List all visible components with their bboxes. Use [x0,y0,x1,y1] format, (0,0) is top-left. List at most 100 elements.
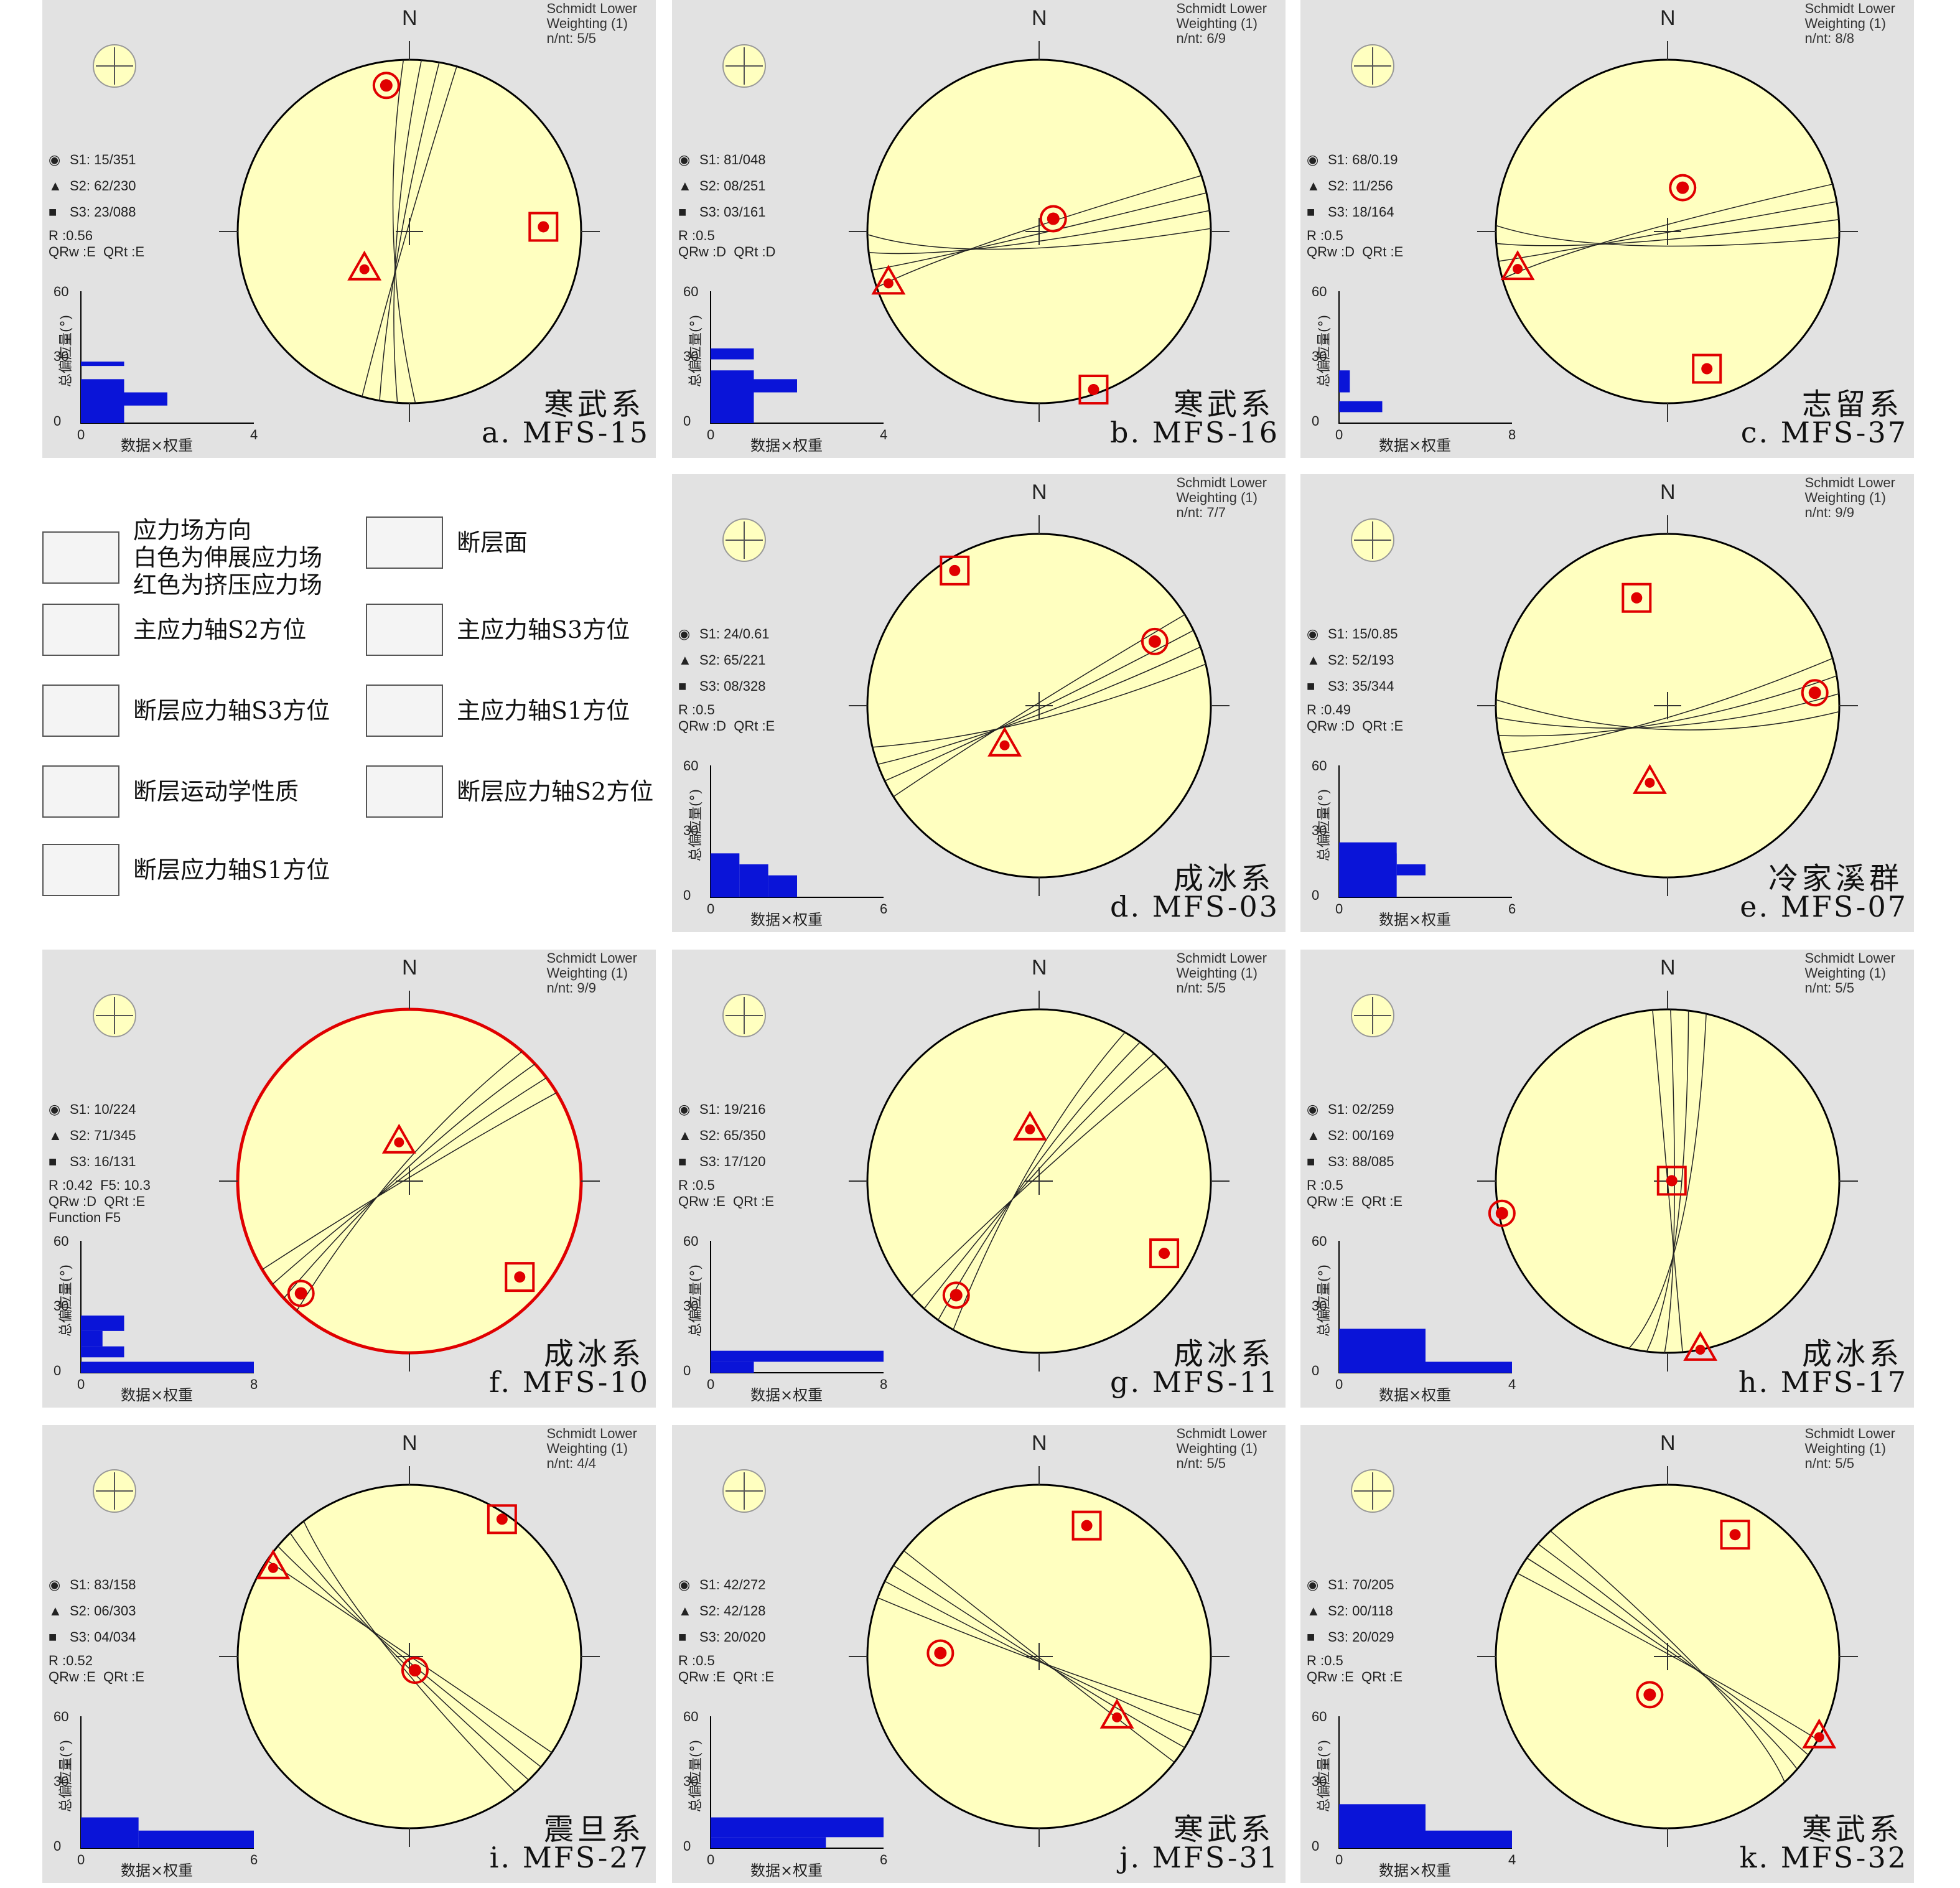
s1-axis-dot [1643,1688,1656,1701]
s3-axis-marker [1720,1520,1750,1550]
s2-symbol-icon: ▲ [678,1128,692,1143]
geologic-unit: 志留系 [1801,387,1903,422]
quality-ranks: QRw :E QRt :E [678,1669,775,1685]
s2-symbol-icon: ▲ [49,1603,62,1619]
s1-symbol-icon: ◉ [49,1577,61,1592]
s2-axis-marker [256,1549,291,1579]
fault-plane-icon [366,516,443,569]
stress-stats: ◉ S1: 15/0.85 ▲ S2: 52/193 ■ S3: 35/344 [1307,621,1398,699]
stereonet-plot [710,991,1230,1373]
stereonet-panel: Schmidt Lower Weighting (1) n/nt: 5/5 N ◉ S1:… [1300,950,1914,1408]
histogram-xlabel: 数据×权重 [1379,1862,1452,1879]
histogram-ytick: 60 [1312,284,1327,299]
quality-ranks: QRw :E QRt :E [49,1669,145,1685]
fault-plane-trace [296,1051,523,1311]
fault-plane-trace [1495,225,1839,247]
histogram-bar [81,1362,254,1373]
s1-value: S1: 68/0.19 [1328,152,1398,167]
s2-symbol-icon: ▲ [49,178,62,194]
histogram-ytick: 60 [683,1709,699,1724]
quality-ranks: QRw :D QRt :E [1307,244,1404,259]
histogram-xtick: 8 [1508,427,1516,442]
header-line: Schmidt Lower [1176,1,1267,16]
s3-value: S3: 04/034 [70,1629,136,1645]
fault-plane-trace [1652,1009,1683,1353]
s2-stat-row: ▲ S2: 00/118 [1307,1598,1394,1624]
stereonet-plot [80,1466,600,1849]
s1-symbol-icon: ◉ [49,1101,61,1117]
header-line: Weighting (1) [1176,16,1258,31]
histogram-ytick: 60 [683,1233,699,1249]
s1-value: S1: 83/158 [70,1577,136,1592]
s2-axis-dot [1814,1732,1824,1742]
stress-field-icon-cross [96,47,133,85]
stress-stats: ◉ S1: 19/216 ▲ S2: 65/350 ■ S3: 17/120 [678,1096,765,1175]
sample-count: n/nt: 5/5 [546,30,596,46]
s2-symbol-icon: ▲ [1307,1603,1320,1619]
histogram-xlabel: 数据×权重 [750,1386,823,1404]
ratio-quality: R :0.5 QRw :D QRt :E [678,702,775,734]
s2-stat-row: ▲ S2: 11/256 [1307,173,1398,199]
fault-plane-trace [262,1092,557,1270]
stress-ratio: R :0.5 [1307,228,1343,243]
s1-axis-marker [942,1281,970,1309]
legend-item: 断层面 [366,516,528,569]
legend-item: 断层应力轴S3方位 [42,685,330,737]
stress-stats: ◉ S1: 10/224 ▲ S2: 71/345 ■ S3: 16/131 [49,1096,136,1175]
s3-axis-dot [514,1271,526,1283]
s2-value: S2: 52/193 [1328,652,1394,668]
geologic-unit: 寒武系 [1173,387,1274,422]
histogram-bar [1339,401,1383,413]
s1-stat-row: ◉ S1: 24/0.61 [678,621,770,647]
s2-axis-marker [1099,1698,1134,1729]
s1-symbol-icon: ◉ [1307,1101,1319,1117]
s2-value: S2: 42/128 [699,1603,766,1619]
histogram-xtick: 0 [77,1376,85,1392]
histogram-bar [1339,1329,1426,1373]
cardinal-ticks [849,515,1230,896]
fault-plane-trace [283,1063,536,1299]
histogram-bar [711,1350,884,1362]
net-header: Schmidt Lower Weighting (1) n/nt: 9/9 [546,951,637,996]
s1-stat-row: ◉ S1: 81/048 [678,147,765,173]
center-cross [396,1643,423,1670]
center-cross [1654,218,1681,245]
s2-value: S2: 65/221 [699,652,766,668]
s2-stat-row: ▲ S2: 65/350 [678,1123,765,1149]
s3-symbol-icon: ■ [678,204,687,220]
ratio-quality: R :0.5 QRw :E QRt :E [678,1177,774,1210]
cardinal-ticks [219,41,600,422]
s3-symbol-icon: ■ [678,1154,687,1169]
s2-axis-marker [347,250,382,281]
s2-stat-row: ▲ S2: 65/221 [678,647,770,673]
north-label: N [1032,6,1047,30]
s3-symbol-icon: ■ [1307,678,1315,694]
panel-name: k. MFS-32 [1739,1841,1908,1874]
panel-name: e. MFS-07 [1740,890,1908,923]
s1-axis-marker [926,1639,954,1667]
ratio-quality: R :0.49 QRw :D QRt :E [1307,702,1403,734]
sample-count: n/nt: 7/7 [1176,505,1226,520]
s1-stat-row: ◉ S1: 70/205 [1307,1572,1394,1598]
s1-axis-marker [1488,1199,1516,1227]
histogram-xtick: 6 [880,901,888,917]
fault-plane-trace [877,1597,1201,1716]
s1-axis-marker [1141,627,1169,655]
s2-value: S2: 00/169 [1328,1128,1394,1143]
histogram-xtick: 6 [1508,901,1516,917]
histogram-ytick: 0 [683,413,691,429]
header-line: Schmidt Lower [546,1426,637,1441]
histogram-ytick: 0 [1312,413,1320,429]
s3-principal-axis-icon [366,604,443,656]
histogram-bar [711,1362,754,1373]
legend-text: 断层面 [457,529,528,556]
s1-axis-dot [408,1664,421,1677]
s1-symbol-icon: ◉ [678,626,691,642]
histogram-ytick: 0 [683,1363,691,1378]
s3-symbol-icon: ■ [1307,204,1315,220]
quality-ranks: QRw :D QRt :D [678,244,776,259]
histogram-ytick: 30 [683,348,699,364]
center-cross [1654,692,1681,719]
stereonet-panel: Schmidt Lower Weighting (1) n/nt: 5/5 N ◉ S1:… [672,1425,1286,1883]
